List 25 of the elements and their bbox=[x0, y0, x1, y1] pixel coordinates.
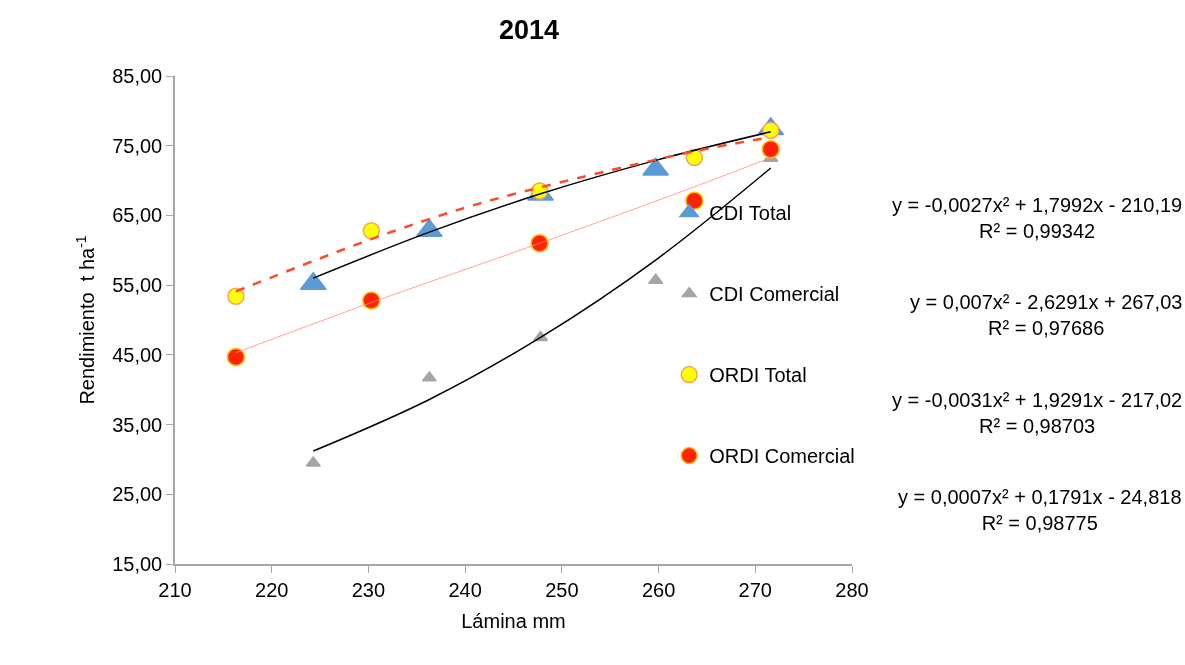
y-tick-label: 15,00 bbox=[112, 553, 163, 575]
y-tick-label: 35,00 bbox=[112, 413, 163, 436]
x-tick-label: 210 bbox=[158, 578, 192, 601]
text: y = -0,0027x² + 1,7992x - 210,19 R² = 0,99342 bbox=[892, 194, 1183, 242]
legend-label: ORDI Total bbox=[709, 364, 807, 387]
text: y = 0,007x² - 2,6291x + 267,03 R² = 0,97686 bbox=[910, 291, 1183, 339]
x-axis-title: Lámina mm bbox=[461, 609, 566, 632]
y-tick-label: 55,00 bbox=[112, 274, 163, 297]
y-tick-label: 65,00 bbox=[112, 204, 163, 227]
legend-label: ORDI Comercial bbox=[709, 445, 855, 468]
x-tick-label: 220 bbox=[255, 578, 289, 601]
y-tick-label: 75,00 bbox=[112, 134, 163, 157]
y-tick-label: 85,00 bbox=[112, 65, 163, 87]
x-tick-label: 270 bbox=[738, 578, 772, 601]
x-tick-label: 240 bbox=[448, 578, 482, 601]
text: y = -0,0031x² + 1,9291x - 217,02 R² = 0,98703 bbox=[892, 389, 1183, 437]
y-tick-label: 25,00 bbox=[112, 483, 163, 506]
x-tick-label: 230 bbox=[351, 578, 386, 601]
x-tick-label: 280 bbox=[835, 578, 869, 601]
chart-title: 2014 bbox=[499, 15, 560, 46]
x-tick-label: 260 bbox=[641, 578, 676, 601]
y-tick-label: 45,00 bbox=[112, 343, 163, 366]
text: y = 0,0007x² + 0,1791x - 24,818 R² = 0,98775 bbox=[898, 486, 1182, 534]
x-tick-label: 250 bbox=[545, 578, 579, 601]
legend-label: CDI Comercial bbox=[709, 283, 840, 306]
